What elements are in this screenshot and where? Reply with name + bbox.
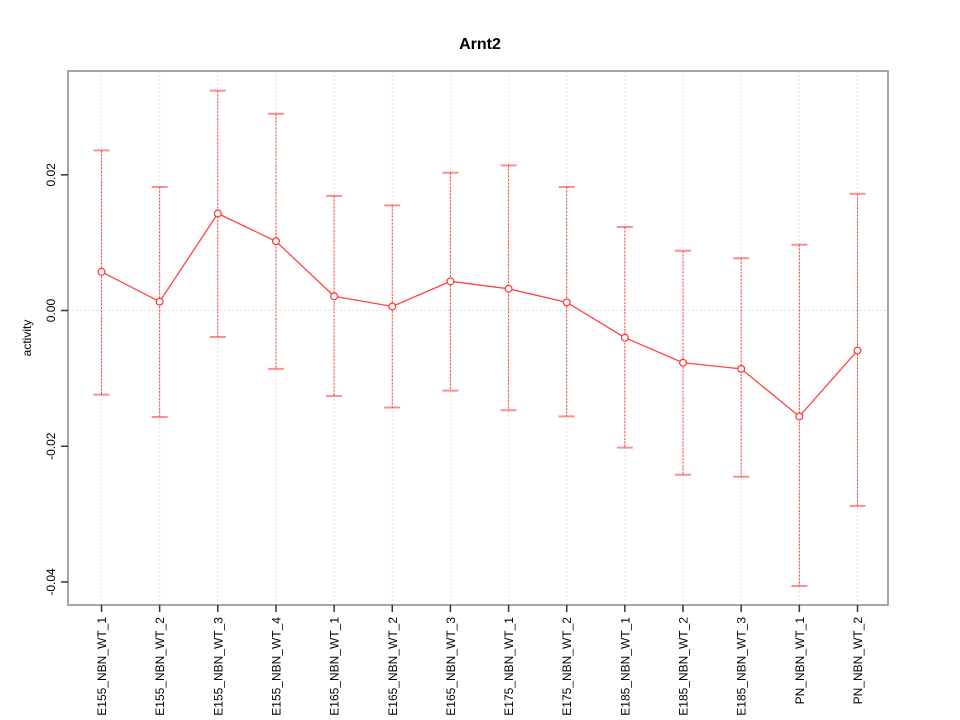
x-tick-label: E165_NBN_WT_1 xyxy=(328,617,342,716)
x-tick-label: E185_NBN_WT_3 xyxy=(735,617,749,716)
error-bar xyxy=(151,186,168,419)
data-point xyxy=(562,298,571,307)
data-point xyxy=(853,346,862,355)
x-tick-label: PN_NBN_WT_2 xyxy=(851,617,865,705)
y-tick-label: -0.02 xyxy=(44,432,58,460)
data-point xyxy=(795,412,804,421)
x-tick-label: E155_NBN_WT_1 xyxy=(95,617,109,716)
x-tick-label: E165_NBN_WT_2 xyxy=(386,617,400,716)
chart-layers: 0.02 0.00 -0.02 -0.04 E155_NBN_WT_1 E155_NBN_… xyxy=(44,70,889,716)
x-tick-label: E155_NBN_WT_4 xyxy=(269,617,283,716)
data-point xyxy=(271,237,280,246)
x-tick-label: PN_NBN_WT_1 xyxy=(793,617,807,705)
chart-title: Arnt2 xyxy=(459,36,501,53)
data-point xyxy=(388,302,397,311)
data-point xyxy=(620,333,629,342)
data-point xyxy=(155,297,164,306)
data-point xyxy=(213,209,222,218)
data-point xyxy=(446,277,455,286)
y-axis-label: activity xyxy=(20,320,34,357)
error-bar xyxy=(384,204,401,409)
error-bar xyxy=(849,192,866,507)
x-tick-label: E165_NBN_WT_3 xyxy=(444,617,458,716)
series-line xyxy=(101,212,858,418)
plot-box xyxy=(67,70,889,606)
data-point xyxy=(679,358,688,367)
x-tick-label: E155_NBN_WT_2 xyxy=(153,617,167,716)
x-tick-label: E185_NBN_WT_2 xyxy=(677,617,691,716)
error-bar xyxy=(93,149,110,396)
data-point xyxy=(97,267,106,276)
y-tick-label: 0.02 xyxy=(44,163,58,187)
data-point xyxy=(504,284,513,293)
y-tick-label: -0.04 xyxy=(44,568,58,596)
x-tick-label: E185_NBN_WT_1 xyxy=(618,617,632,716)
data-point xyxy=(330,292,339,301)
x-tick-label: E155_NBN_WT_3 xyxy=(211,617,225,716)
error-bar xyxy=(558,186,575,418)
x-tick-label: E175_NBN_WT_1 xyxy=(502,617,516,716)
y-tick-label: 0.00 xyxy=(44,299,58,323)
x-tick-label: E175_NBN_WT_2 xyxy=(560,617,574,716)
error-bar xyxy=(675,249,692,476)
data-point xyxy=(737,364,746,373)
